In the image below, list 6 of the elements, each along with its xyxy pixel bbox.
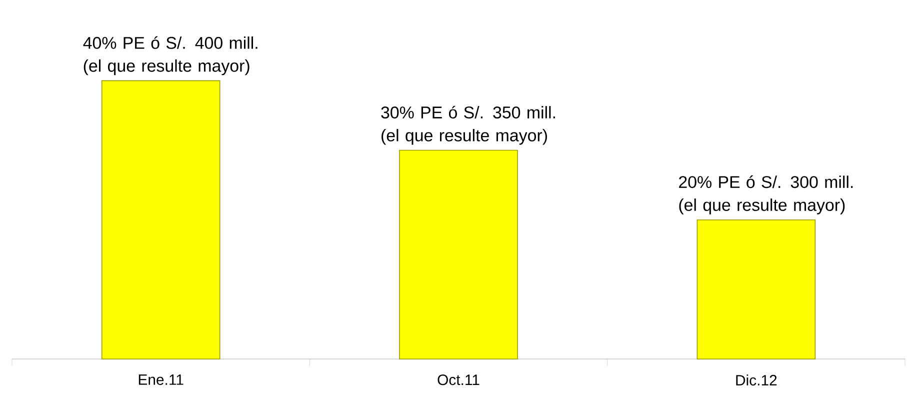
- x-tick-label: Ene.11: [138, 374, 184, 385]
- annotation: 40% PE ó S/. 400 mill. (el que resulte mayor): [83, 36, 258, 76]
- x-tick-label: Oct.11: [438, 374, 480, 386]
- x-tick-label: Dic.12: [736, 374, 777, 386]
- annotation: 20% PE ó S/. 300 mill. (el que resulte mayor): [679, 175, 853, 214]
- annotation: 30% PE ó S/. 350 mill. (el que resulte mayor): [381, 106, 555, 145]
